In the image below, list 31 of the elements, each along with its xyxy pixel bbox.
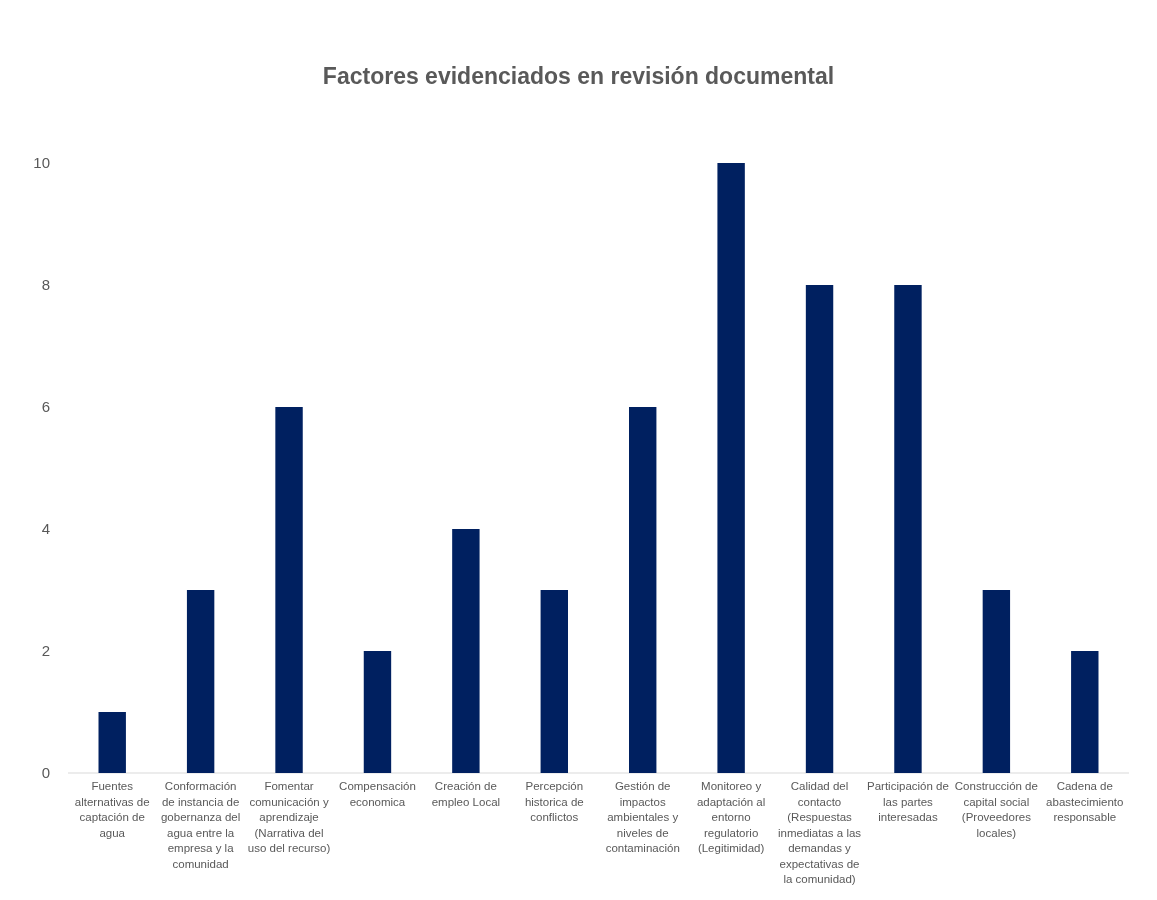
x-tick-label: Participación de las partes interesadas [867,780,949,823]
y-tick-label: 8 [41,276,50,294]
x-tick-label: Fuentes alternativas de captación de agua [74,780,150,839]
x-tick-label: Conformación de instancia de gobernanza del agua entre la empresa y la comunidad [160,780,241,870]
x-tick-label: Monitoreo y adaptación al entorno regulatorio (Legitimidad) [696,780,766,854]
y-tick-label: 2 [41,642,50,660]
bar [540,590,568,773]
x-tick-label: Construcción de capital social (Proveedores locales) [954,780,1038,839]
bar [363,651,392,773]
bar [186,590,215,773]
bar [717,163,745,773]
bar [805,285,834,773]
y-tick-label: 4 [41,520,50,538]
bar [982,590,1011,773]
x-tick-label: Creación de empleo Local [431,780,501,808]
x-tick-label: Calidad del contacto (Respuestas inmediatas a las demandas y expectativas de la comunidad) [777,780,862,885]
y-tick-label: 0 [41,764,50,782]
x-tick-label: Compensación economica [339,780,416,808]
chart-title: Factores evidenciados en revisión documental [322,63,835,89]
bar [275,407,303,773]
y-tick-label: 10 [33,154,50,172]
x-tick-label: Percepción historica de conflictos [524,780,584,823]
x-tick-label: Cadena de abastecimiento responsable [1046,780,1124,823]
bar [452,529,480,773]
x-tick-label: Fomentar comunicación y aprendizaje (Narrativa del uso del recurso) [247,780,331,854]
bar [894,285,922,773]
bar [629,407,657,773]
bar [1071,651,1099,773]
x-tick-label: Gestión de impactos ambientales y niveles de contaminación [605,780,680,854]
bar [98,712,126,773]
y-tick-label: 6 [41,398,50,416]
